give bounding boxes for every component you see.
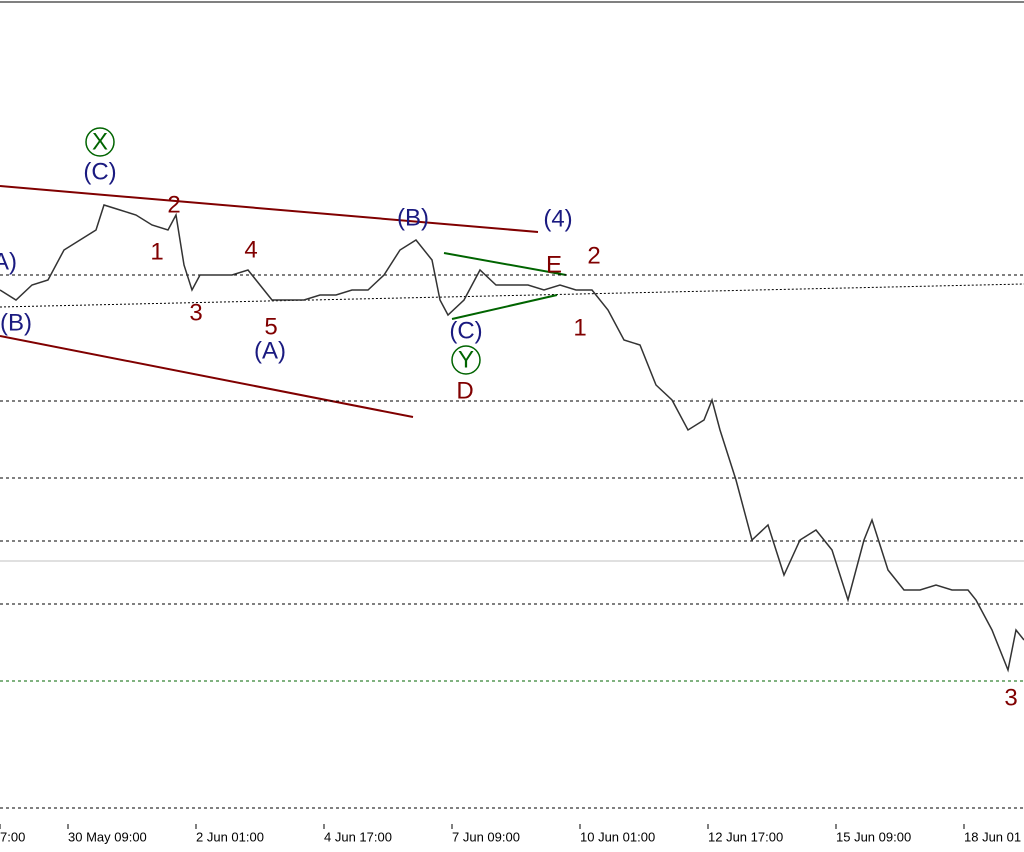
wave-label: 1	[573, 314, 586, 341]
x-tick-label: 18 Jun 01	[964, 829, 1021, 844]
triangle-line	[443, 252, 567, 276]
wave-label: 2	[167, 191, 180, 218]
x-tick-label: 2 Jun 01:00	[196, 829, 264, 844]
x-tick-label: 7 Jun 09:00	[452, 829, 520, 844]
wave-label: (C)	[83, 158, 116, 185]
channel-line	[0, 185, 539, 233]
channel-line	[0, 335, 414, 418]
wave-label: X	[92, 128, 108, 155]
x-tick-label: 4 Jun 17:00	[324, 829, 392, 844]
wave-circle	[451, 345, 481, 375]
x-tick-label: 12 Jun 17:00	[708, 829, 783, 844]
wave-label: E	[546, 251, 562, 278]
wave-label: A)	[0, 248, 17, 275]
wave-label: (A)	[254, 337, 286, 364]
wave-label: 5	[264, 313, 277, 340]
x-tick-label: 7:00	[0, 829, 25, 844]
x-tick-label: 30 May 09:00	[68, 829, 147, 844]
x-tick-label: 15 Jun 09:00	[836, 829, 911, 844]
wave-label: 3	[1004, 684, 1017, 711]
price-line	[0, 204, 1024, 673]
wave-label: D	[456, 377, 473, 404]
wave-label: Y	[458, 346, 474, 373]
wave-label: 2	[587, 242, 600, 269]
triangle-line	[451, 294, 558, 320]
wave-label: (B)	[397, 204, 429, 231]
x-tick-label: 10 Jun 01:00	[580, 829, 655, 844]
wave-circle	[85, 127, 115, 157]
wave-label: (C)	[449, 317, 482, 344]
trend-line	[0, 283, 1024, 308]
wave-label: (B)	[0, 309, 32, 336]
wave-label: 4	[244, 236, 257, 263]
wave-label: 3	[189, 299, 202, 326]
wave-label: (4)	[543, 205, 572, 232]
wave-label: 1	[150, 238, 163, 265]
